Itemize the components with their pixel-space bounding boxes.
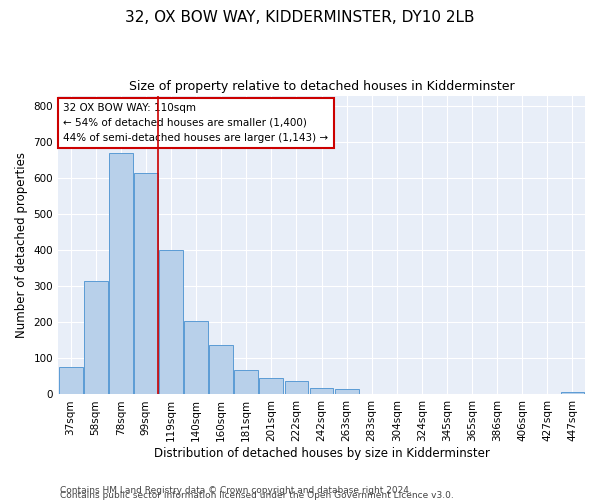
Bar — [235, 370, 258, 394]
X-axis label: Distribution of detached houses by size in Kidderminster: Distribution of detached houses by size … — [154, 447, 490, 460]
Bar — [259, 378, 283, 394]
Bar — [134, 173, 158, 394]
Bar — [159, 250, 183, 394]
Bar — [84, 281, 107, 394]
Bar — [560, 392, 584, 394]
Bar — [109, 153, 133, 394]
Bar — [184, 320, 208, 394]
Bar — [209, 345, 233, 395]
Text: Contains public sector information licensed under the Open Government Licence v3: Contains public sector information licen… — [60, 491, 454, 500]
Y-axis label: Number of detached properties: Number of detached properties — [15, 152, 28, 338]
Bar — [310, 388, 334, 394]
Bar — [59, 368, 83, 394]
Bar — [284, 381, 308, 394]
Title: Size of property relative to detached houses in Kidderminster: Size of property relative to detached ho… — [129, 80, 514, 93]
Text: Contains HM Land Registry data © Crown copyright and database right 2024.: Contains HM Land Registry data © Crown c… — [60, 486, 412, 495]
Text: 32 OX BOW WAY: 110sqm
← 54% of detached houses are smaller (1,400)
44% of semi-d: 32 OX BOW WAY: 110sqm ← 54% of detached … — [64, 103, 328, 142]
Bar — [335, 389, 359, 394]
Text: 32, OX BOW WAY, KIDDERMINSTER, DY10 2LB: 32, OX BOW WAY, KIDDERMINSTER, DY10 2LB — [125, 10, 475, 25]
